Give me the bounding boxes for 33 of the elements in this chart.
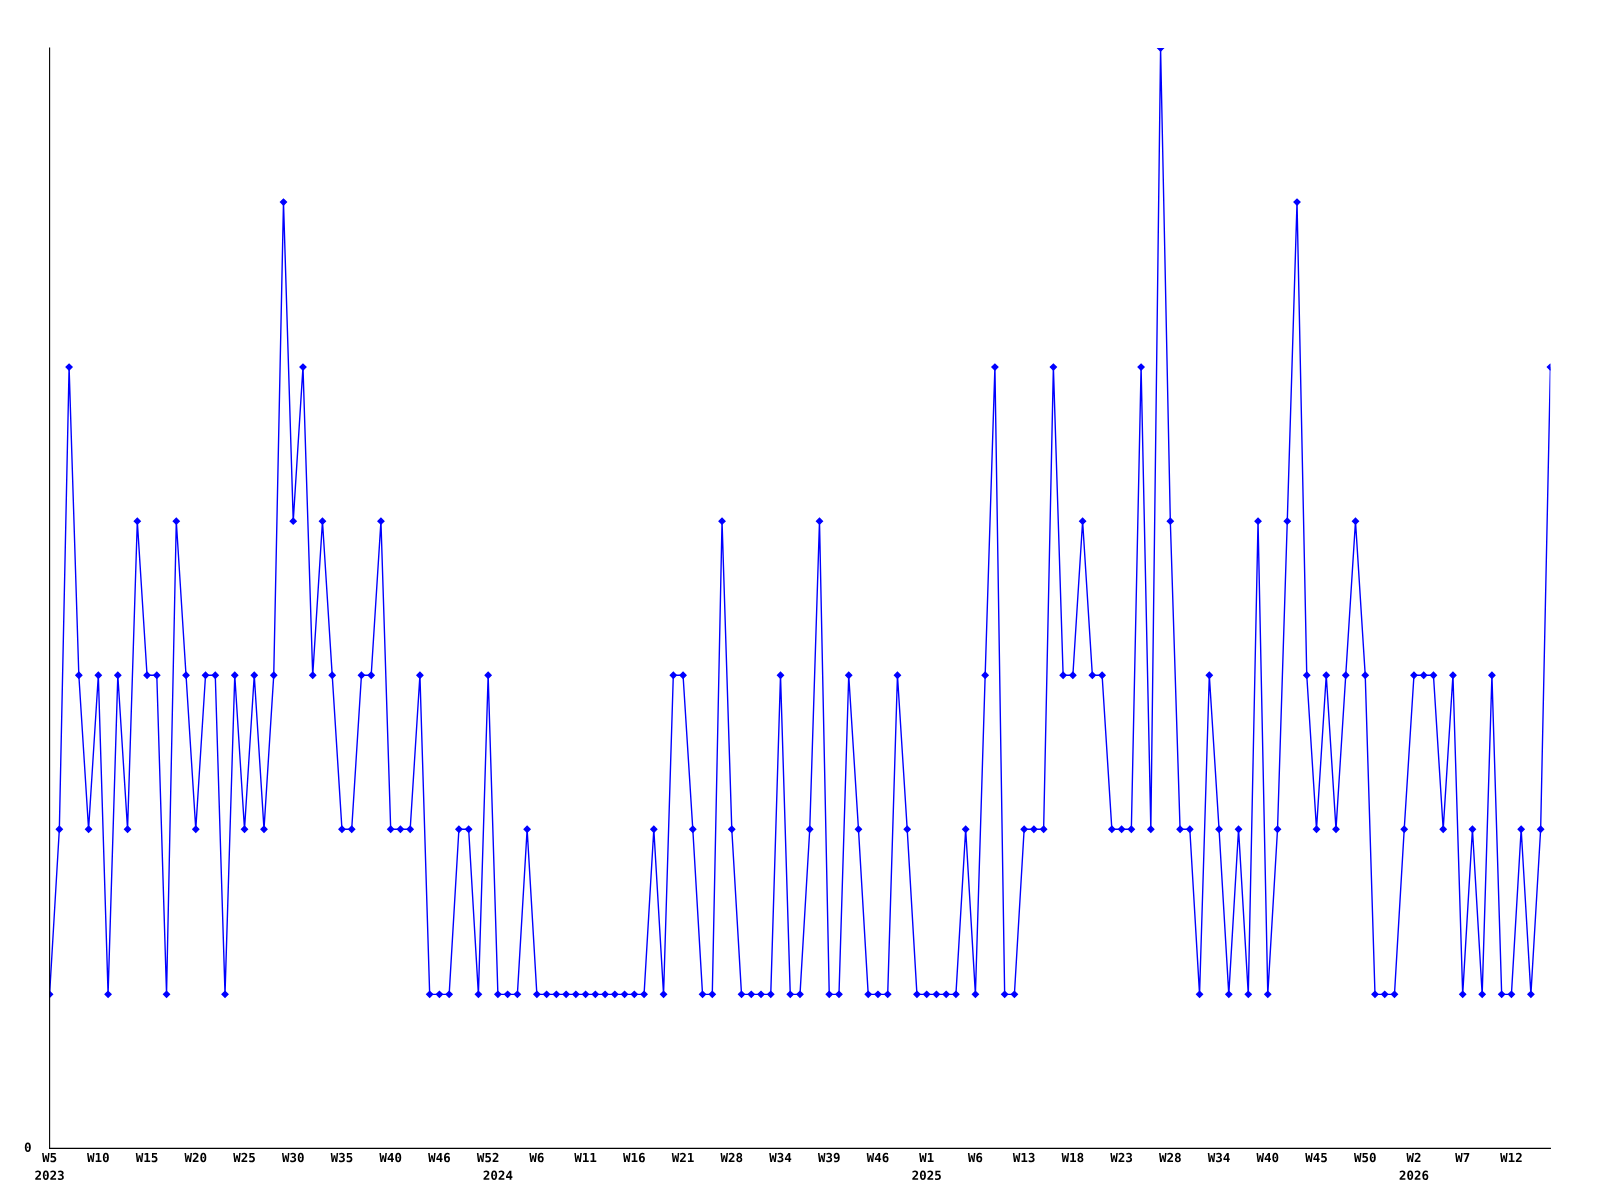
x-tick-label: W16 — [623, 1152, 645, 1163]
x-tick-label: W52 — [476, 1152, 499, 1163]
x-tick-label: W13 — [1012, 1152, 1035, 1163]
x-tick-label: W30 — [281, 1152, 304, 1163]
x-tick-label: W6 — [529, 1152, 544, 1163]
x-tick-label: W46 — [866, 1152, 889, 1163]
x-tick-label: 2024 — [483, 1170, 513, 1181]
x-tick-label: W45 — [1305, 1152, 1327, 1163]
x-tick-label: W34 — [1207, 1152, 1230, 1163]
x-tick-label: W21 — [671, 1152, 694, 1163]
x-tick-label: W25 — [233, 1152, 255, 1163]
x-tick-label: W35 — [330, 1152, 353, 1163]
x-tick-label: W28 — [1159, 1152, 1181, 1163]
text: 0 — [24, 1142, 31, 1153]
x-tick-label: W15 — [135, 1152, 158, 1163]
x-tick-label: W46 — [428, 1152, 451, 1163]
x-tick-label: W18 — [1061, 1152, 1084, 1163]
x-tick-label: W2 2026 — [1399, 1152, 1429, 1181]
x-tick-label: W5 2023 — [35, 1152, 64, 1181]
x-tick-label: W40 — [379, 1152, 402, 1163]
x-tick-label: W34 — [769, 1152, 792, 1163]
x-tick-label: W39 — [817, 1152, 840, 1163]
x-tick-label: W28 — [720, 1152, 743, 1163]
x-tick-label: W10 — [87, 1152, 109, 1163]
x-tick-label: W12 — [1500, 1152, 1522, 1163]
x-tick-label: W7 — [1455, 1152, 1470, 1163]
x-tick-label: W6 — [967, 1152, 983, 1163]
x-tick-label: W23 — [1110, 1152, 1133, 1163]
x-tick-label: W11 — [574, 1152, 597, 1163]
x-tick-label: W20 — [184, 1152, 207, 1163]
x-tick-label: W40 — [1256, 1152, 1279, 1163]
x-tick-label: W1 2025 — [912, 1152, 941, 1181]
x-tick-label: W50 — [1353, 1152, 1376, 1163]
